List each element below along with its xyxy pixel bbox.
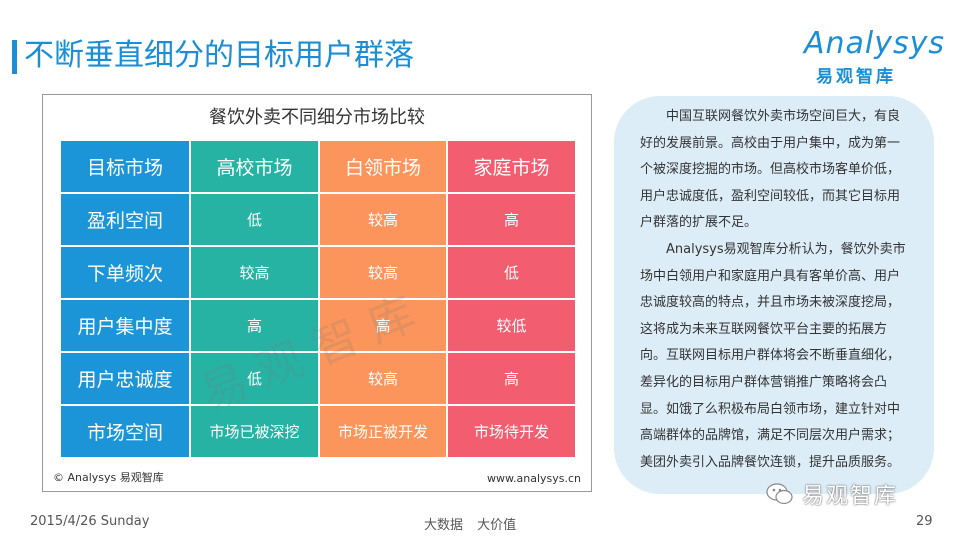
table-row: 用户忠诚度 低 较高 高	[61, 353, 575, 404]
table-cell: 低	[191, 353, 318, 404]
table-cell: 市场待开发	[448, 406, 575, 457]
wechat-account-name: 易观智库	[802, 484, 899, 509]
title-accent-bar	[12, 40, 17, 74]
row-label: 市场空间	[61, 406, 189, 457]
analysis-text: 中国互联网餐饮外卖市场空间巨大，有良好的发展前景。高校由于用户集中，成为第一个被…	[640, 104, 910, 476]
header-cell: 高校市场	[191, 141, 318, 192]
footer-date: 2015/4/26 Sunday	[30, 514, 150, 529]
row-label: 用户忠诚度	[61, 353, 189, 404]
table-cell: 市场正被开发	[320, 406, 446, 457]
table-cell: 低	[191, 194, 318, 245]
table-cell: 高	[448, 194, 575, 245]
table-row: 用户集中度 高 高 较低	[61, 300, 575, 351]
row-label: 用户集中度	[61, 300, 189, 351]
table-row: 市场空间 市场已被深挖 市场正被开发 市场待开发	[61, 406, 575, 457]
table-cell: 低	[448, 247, 575, 298]
source-url: www.analysys.cn	[487, 472, 581, 485]
row-label: 下单频次	[61, 247, 189, 298]
page-number: 29	[916, 514, 933, 529]
logo-wordmark: Analysys	[804, 26, 946, 61]
footer-slogan: 大数据 大价值	[424, 518, 517, 533]
table-cell: 较低	[448, 300, 575, 351]
table-row: 盈利空间 低 较高 高	[61, 194, 575, 245]
comparison-table: 目标市场 高校市场 白领市场 家庭市场 盈利空间 低 较高 高 下单频次 较高 …	[61, 141, 575, 459]
analysys-logo: Analysys 易观智库	[786, 26, 944, 87]
comparison-panel: 餐饮外卖不同细分市场比较 目标市场 高校市场 白领市场 家庭市场 盈利空间 低 …	[42, 94, 592, 492]
header-cell: 目标市场	[61, 141, 189, 192]
header-cell: 白领市场	[320, 141, 446, 192]
wechat-watermark: 易观智库	[766, 476, 946, 512]
analysis-paragraph: 中国互联网餐饮外卖市场空间巨大，有良好的发展前景。高校由于用户集中，成为第一个被…	[640, 109, 901, 231]
table-header-row: 目标市场 高校市场 白领市场 家庭市场	[61, 141, 575, 192]
table-cell: 较高	[320, 194, 446, 245]
analysis-bubble	[614, 96, 934, 494]
wechat-icon	[766, 483, 793, 505]
header-cell: 家庭市场	[448, 141, 575, 192]
table-cell: 高	[320, 300, 446, 351]
table-cell: 较高	[320, 247, 446, 298]
row-label: 盈利空间	[61, 194, 189, 245]
page-title: 不断垂直细分的目标用户群落	[24, 38, 414, 73]
table-cell: 市场已被深挖	[191, 406, 318, 457]
analysis-paragraph: Analysys易观智库分析认为，餐饮外卖市场中白领用户和家庭用户具有客单价高、…	[640, 241, 906, 470]
table-cell: 高	[191, 300, 318, 351]
table-cell: 较高	[320, 353, 446, 404]
table-cell: 高	[448, 353, 575, 404]
logo-cn-name: 易观智库	[816, 67, 896, 87]
table-row: 下单频次 较高 较高 低	[61, 247, 575, 298]
table-cell: 较高	[191, 247, 318, 298]
source-copyright: © Analysys 易观智库	[53, 471, 164, 484]
panel-title: 餐饮外卖不同细分市场比较	[209, 107, 425, 128]
